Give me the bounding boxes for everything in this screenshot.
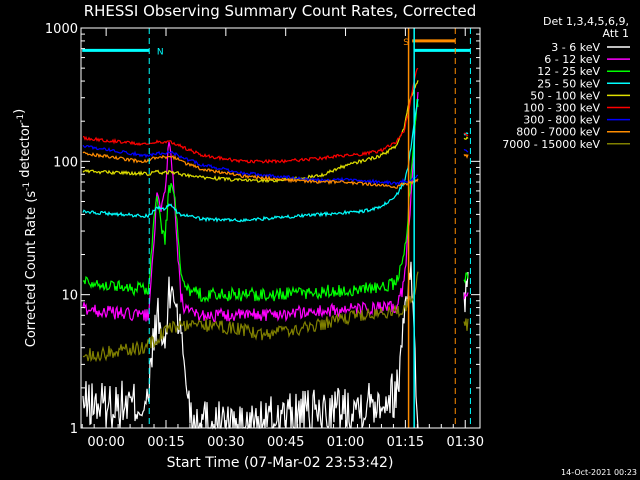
x-tick-label: 00:45 [267,435,304,450]
legend-entry-label: 50 - 100 keV [530,89,600,102]
x-axis-label: Start Time (07-Mar-02 23:53:42) [167,455,394,471]
x-tick-label: 01:00 [327,435,364,450]
series-line-8 [82,151,469,189]
x-tick-label: 00:30 [207,435,244,450]
series-line-9 [82,271,469,363]
y-tick-label: 1 [70,422,78,437]
x-tick-label: 00:15 [147,435,184,450]
legend-entry-label: 3 - 6 keV [551,41,600,54]
legend-entry-label: 100 - 300 keV [523,102,600,115]
legend-entry-label: 300 - 800 keV [523,114,600,127]
y-tick-label: 100 [53,155,78,170]
y-tick-label: 10 [61,289,78,304]
legend-entry-label: 6 - 12 keV [544,53,600,66]
chart-title: RHESSI Observing Summary Count Rates, Co… [84,2,477,20]
state-bar-label: N [157,47,164,57]
y-tick-label: 1000 [45,22,78,37]
x-tick-label: 01:30 [447,435,484,450]
series-line-1 [82,261,469,430]
state-bars-layer: NS [82,38,471,57]
vertical-markers-layer [148,28,471,428]
x-tick-label: 01:15 [387,435,424,450]
legend-entry-label: 7000 - 15000 keV [502,138,600,151]
legend-header: Att 1 [603,27,629,40]
series-line-4 [82,98,469,223]
footer-timestamp: 14-Oct-2021 00:23 [561,468,637,477]
series-line-7 [82,144,469,186]
state-bar-label: S [403,38,409,48]
series-layer [82,67,469,430]
legend-entry-label: 25 - 50 keV [537,77,600,90]
series-line-3 [82,99,469,304]
x-tick-label: 00:00 [87,435,124,450]
legend-entry-label: 800 - 7000 keV [516,126,600,139]
legend-entry-label: 12 - 25 keV [537,65,600,78]
series-line-6 [82,67,469,165]
axes-layer: 00:00 00:15 00:30 00:45 01:00 01:15 01:30 1 10 10… [45,22,484,450]
y-axis-label: Corrected Count Rate (s-1 detector-1) [12,109,39,347]
series-line-5 [82,80,469,184]
legend-header: Det 1,3,4,5,6,9, [543,15,629,28]
plot-frame [80,27,481,429]
series-line-2 [82,91,469,323]
